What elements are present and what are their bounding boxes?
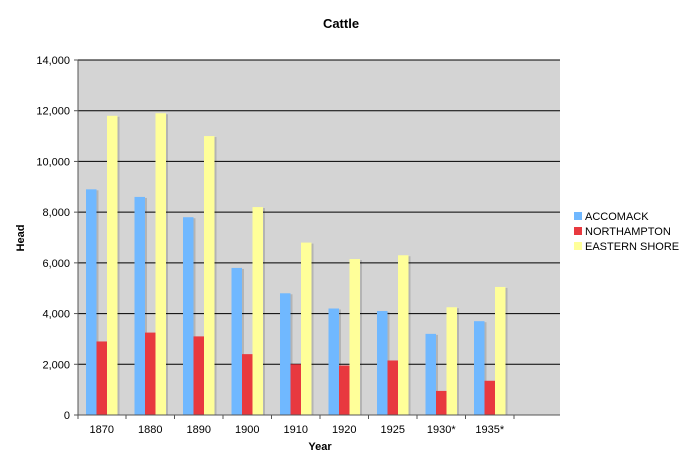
bar-accomack [183,217,194,415]
x-tick-label: 1880 [138,424,162,436]
x-tick-label: 1870 [90,424,114,436]
y-tick-label: 2,000 [42,359,70,371]
legend-label: NORTHAMPTON [585,226,671,238]
bar-eastern-shore [349,259,360,415]
legend-label: EASTERN SHORE [585,241,679,253]
chart-title: Cattle [323,16,359,31]
y-tick-label: 12,000 [36,106,70,118]
legend-swatch [574,242,582,250]
bar-northampton [290,364,301,415]
x-tick-label: 1910 [284,424,308,436]
bar-northampton [96,341,107,415]
legend-swatch [574,212,582,220]
y-tick-label: 4,000 [42,309,70,321]
x-axis: 1870 1880 1890 1900 1910 1920 1925 1930* 1935* [77,414,560,436]
y-tick-label: 10,000 [36,156,70,168]
y-tick-label: 0 [64,410,70,422]
y-axis: 0 2,000 4,000 6,000 8,000 10,000 12,000 14,000 [36,55,79,422]
bar-northampton [436,390,447,415]
x-tick-label: 1935* [475,424,504,436]
y-tick-label: 8,000 [42,207,70,219]
bar-eastern-shore [446,307,457,415]
bar-accomack [280,293,291,415]
x-tick-label: 1900 [235,424,259,436]
bar-eastern-shore [252,207,263,415]
bar-northampton [145,332,156,415]
x-tick-label: 1925 [381,424,405,436]
bar-northampton [484,380,495,415]
y-tick-label: 6,000 [42,258,70,270]
bar-accomack [134,196,145,415]
bar-northampton [242,354,253,415]
legend: ACCOMACK NORTHAMPTON EASTERN SHORE [574,211,679,253]
bar-accomack [425,333,436,415]
legend-swatch [574,227,582,235]
bar-accomack [474,321,485,415]
bar-eastern-shore [107,115,118,416]
x-axis-label: Year [308,441,332,453]
bar-eastern-shore [204,136,215,416]
x-tick-label: 1930* [427,424,456,436]
bar-accomack [86,189,97,415]
y-axis-label: Head [15,225,27,252]
plot-area [78,59,560,416]
legend-label: ACCOMACK [585,211,649,223]
bar-accomack [377,311,388,415]
bar-northampton [387,360,398,415]
x-tick-label: 1890 [187,424,211,436]
bar-eastern-shore [495,286,506,415]
x-tick-label: 1920 [332,424,356,436]
y-tick-label: 14,000 [36,55,70,67]
bar-eastern-shore [301,242,312,415]
bar-eastern-shore [155,113,166,415]
bar-eastern-shore [398,255,409,415]
bar-northampton [339,365,350,415]
bar-accomack [231,267,242,415]
bar-northampton [193,336,204,415]
bar-accomack [328,308,339,415]
